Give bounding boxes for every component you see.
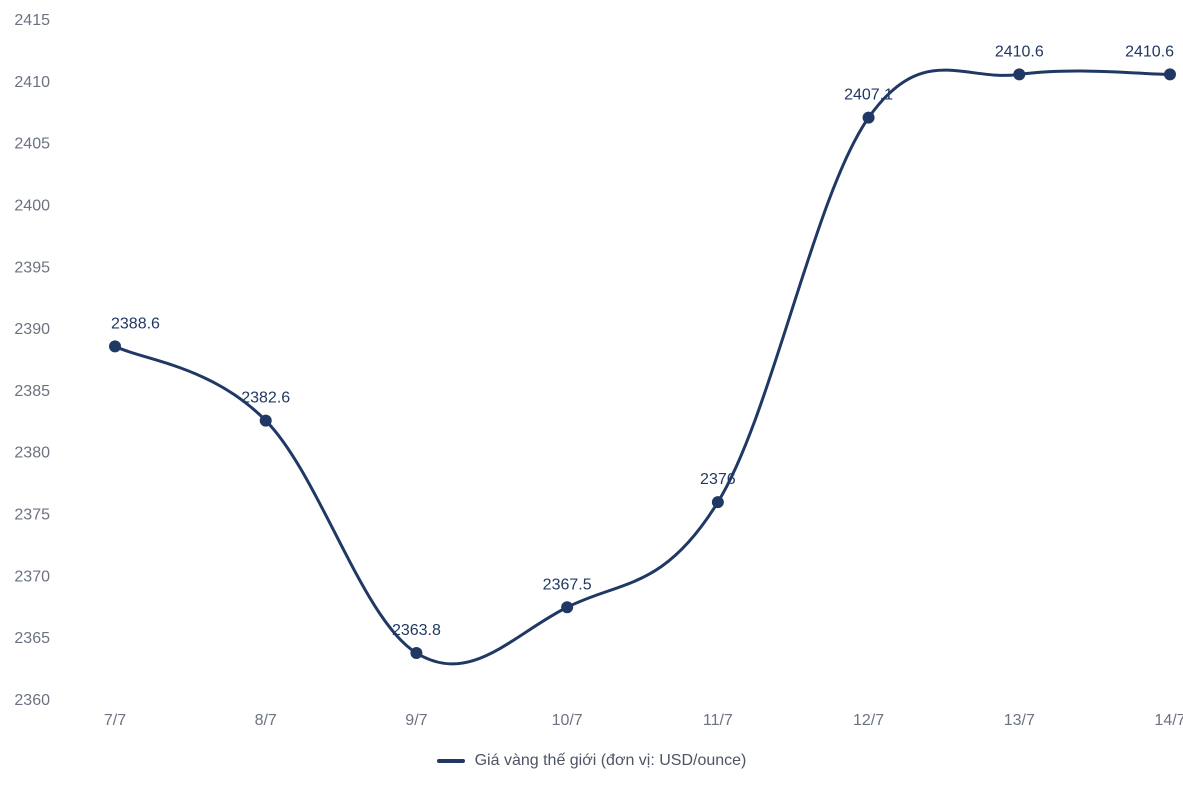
data-point[interactable] — [109, 340, 121, 352]
y-tick-label: 2370 — [14, 568, 50, 585]
chart-canvas: 2360 2365 2370 2375 2380 2385 2390 2395 2400 2405… — [0, 0, 1183, 787]
y-tick-label: 2365 — [14, 630, 50, 647]
x-tick-label: 7/7 — [104, 712, 126, 729]
series-line — [115, 70, 1170, 664]
value-label: 2376 — [700, 471, 736, 488]
y-tick-label: 2415 — [14, 12, 50, 29]
x-tick-label: 10/7 — [552, 712, 583, 729]
x-tick-label: 13/7 — [1004, 712, 1035, 729]
data-point[interactable] — [410, 647, 422, 659]
data-point[interactable] — [561, 601, 573, 613]
data-point[interactable] — [712, 496, 724, 508]
value-label: 2367.5 — [543, 576, 592, 593]
x-tick-label: 8/7 — [255, 712, 277, 729]
x-tick-label: 12/7 — [853, 712, 884, 729]
y-tick-label: 2395 — [14, 259, 50, 276]
value-label: 2363.8 — [392, 622, 441, 639]
y-tick-label: 2375 — [14, 507, 50, 524]
data-point[interactable] — [1164, 68, 1176, 80]
legend: Giá vàng thế giới (đơn vị: USD/ounce) — [0, 750, 1183, 770]
y-tick-label: 2400 — [14, 197, 50, 214]
data-point[interactable] — [260, 415, 272, 427]
y-tick-label: 2385 — [14, 383, 50, 400]
y-tick-label: 2360 — [14, 692, 50, 709]
data-point[interactable] — [863, 112, 875, 124]
y-tick-label: 2410 — [14, 74, 50, 91]
value-label: 2382.6 — [241, 390, 290, 407]
value-label: 2410.6 — [995, 43, 1044, 60]
gold-price-chart: 2360 2365 2370 2375 2380 2385 2390 2395 2400 2405… — [0, 0, 1183, 787]
data-point[interactable] — [1013, 68, 1025, 80]
value-label: 2410.6 — [1125, 43, 1174, 60]
value-label: 2388.6 — [111, 315, 160, 332]
x-tick-label: 11/7 — [703, 712, 733, 729]
y-tick-label: 2405 — [14, 136, 50, 153]
legend-swatch — [437, 759, 465, 763]
x-tick-label: 9/7 — [405, 712, 427, 729]
y-tick-label: 2390 — [14, 321, 50, 338]
value-label: 2407.1 — [844, 87, 893, 104]
y-tick-label: 2380 — [14, 445, 50, 462]
x-tick-label: 14/7 — [1154, 712, 1183, 729]
legend-label: Giá vàng thế giới (đơn vị: USD/ounce) — [475, 752, 747, 770]
